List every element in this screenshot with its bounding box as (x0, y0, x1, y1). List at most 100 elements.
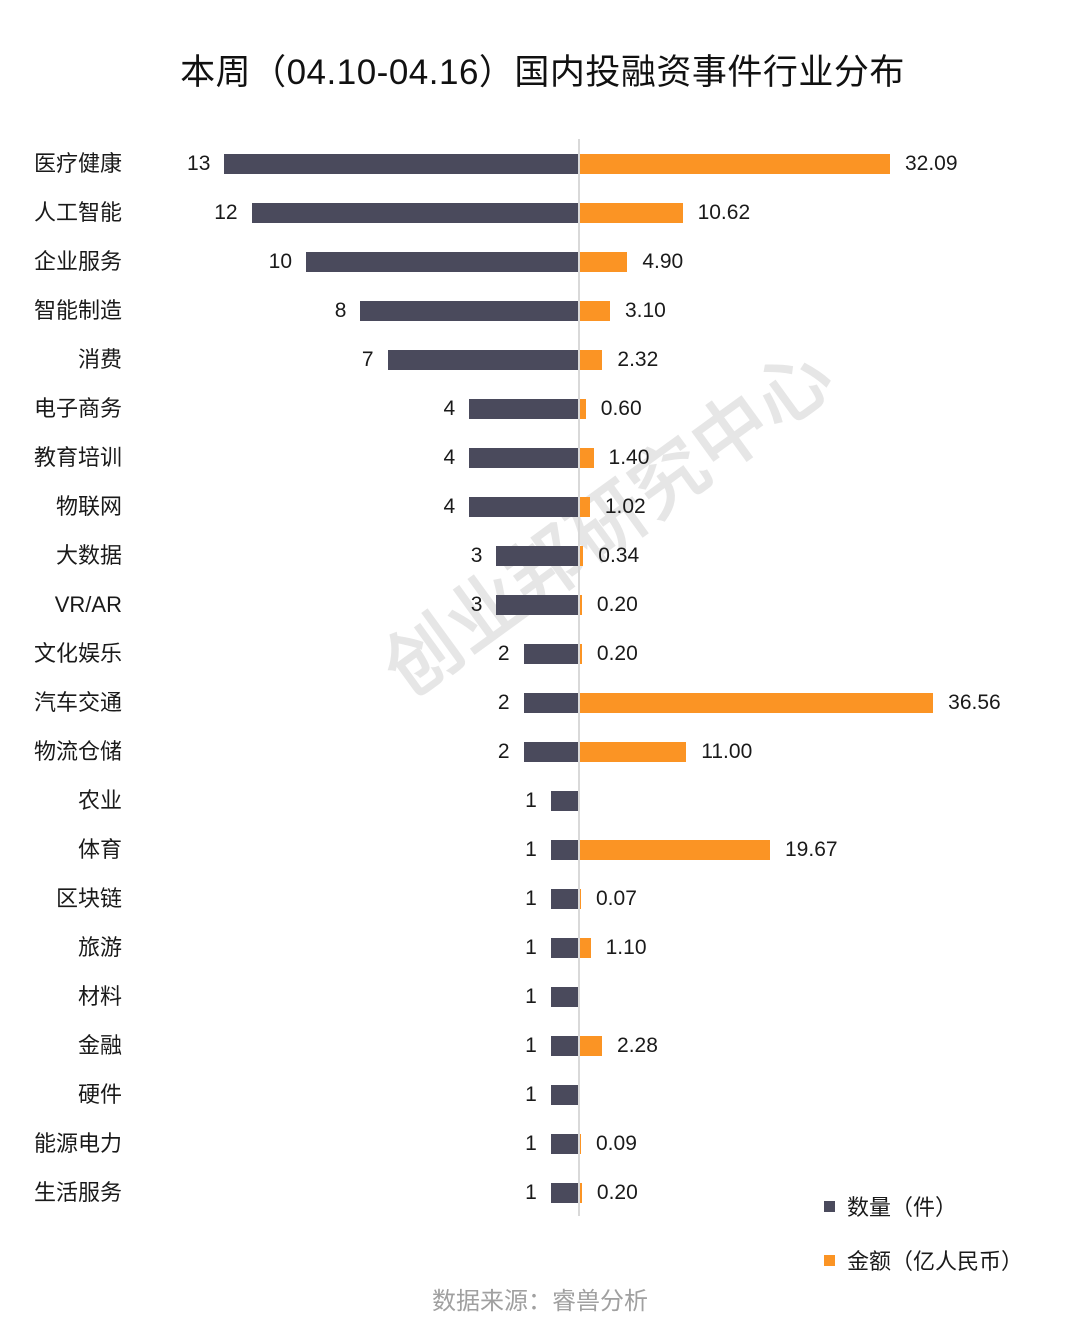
chart-row: 物联网 4 1.02 (0, 494, 1080, 519)
amount-bar (580, 693, 934, 713)
count-bar (224, 154, 578, 174)
amount-value-label: 2.28 (617, 1034, 658, 1057)
category-label: 生活服务 (33, 1180, 122, 1205)
amount-bar (580, 1036, 603, 1056)
count-bar (550, 1085, 578, 1105)
amount-value-label: 1.10 (605, 936, 647, 959)
count-value-label: 2 (497, 740, 510, 763)
count-value-label: 4 (443, 446, 456, 469)
legend-swatch-amount (824, 1254, 835, 1266)
count-bar (523, 693, 578, 713)
amount-bar (580, 1134, 581, 1154)
amount-bar (580, 840, 770, 860)
chart-row: 消费 7 2.32 (0, 347, 1080, 372)
legend: 数量（件） 金额（亿人民币） (824, 1192, 1023, 1300)
category-label: 物流仓储 (33, 739, 122, 764)
category-label: 能源电力 (33, 1131, 122, 1156)
amount-value-label: 0.20 (596, 1181, 638, 1204)
amount-value-label: 32.09 (904, 152, 958, 175)
count-bar (550, 889, 578, 909)
category-label: 硬件 (77, 1082, 122, 1107)
count-bar (523, 742, 578, 762)
count-bar (550, 1183, 578, 1203)
amount-bar (580, 644, 582, 664)
amount-value-label: 0.09 (596, 1132, 637, 1155)
amount-value-label: 1.02 (604, 495, 646, 518)
legend-label-amount: 金额（亿人民币） (847, 1249, 1024, 1274)
amount-bar (580, 595, 582, 615)
count-value-label: 1 (525, 1083, 537, 1106)
center-axis-line (578, 139, 580, 1216)
count-bar (306, 252, 578, 272)
count-value-label: 4 (443, 397, 456, 420)
count-value-label: 2 (497, 691, 510, 714)
count-value-label: 8 (334, 299, 347, 322)
amount-value-label: 0.07 (596, 887, 637, 910)
chart-row: 农业 1 (0, 788, 1080, 813)
chart-row: 硬件 1 (0, 1082, 1080, 1107)
legend-swatch-count (824, 1200, 835, 1212)
count-value-label: 1 (525, 1034, 537, 1057)
count-bar (523, 644, 578, 664)
chart-row: 大数据 3 0.34 (0, 543, 1080, 568)
count-bar (550, 938, 578, 958)
amount-bar (580, 742, 687, 762)
amount-bar (580, 252, 628, 272)
amount-value-label: 0.20 (596, 642, 638, 665)
count-bar (550, 1134, 578, 1154)
count-bar (469, 399, 578, 419)
amount-value-label: 36.56 (948, 691, 1001, 714)
amount-value-label: 10.62 (697, 201, 751, 224)
amount-bar (580, 448, 594, 468)
count-bar (496, 546, 578, 566)
chart-title: 本周（04.10-04.16）国内投融资事件行业分布 (180, 53, 905, 92)
chart-row: 金融 1 2.28 (0, 1033, 1080, 1058)
amount-value-label: 19.67 (785, 838, 838, 861)
count-value-label: 1 (525, 1132, 537, 1155)
amount-value-label: 4.90 (642, 250, 684, 273)
count-value-label: 1 (525, 1181, 537, 1204)
count-value-label: 1 (525, 985, 537, 1008)
legend-item-count: 数量（件） (824, 1192, 1023, 1220)
category-label: VR/AR (54, 592, 122, 617)
amount-bar (580, 938, 591, 958)
amount-bar (580, 497, 590, 517)
legend-item-amount: 金额（亿人民币） (824, 1246, 1023, 1274)
category-label: 企业服务 (33, 249, 122, 274)
category-label: 区块链 (55, 886, 122, 911)
count-bar (550, 791, 578, 811)
count-bar (550, 987, 578, 1007)
category-label: 教育培训 (33, 445, 122, 470)
count-bar (469, 497, 578, 517)
category-label: 消费 (77, 347, 122, 372)
amount-bar (580, 546, 584, 566)
chart-row: 能源电力 1 0.09 (0, 1131, 1080, 1156)
count-value-label: 3 (470, 544, 483, 567)
amount-bar (580, 889, 581, 909)
count-bar (550, 1036, 578, 1056)
amount-bar (580, 399, 586, 419)
count-value-label: 2 (497, 642, 510, 665)
category-label: 旅游 (77, 935, 122, 960)
amount-bar (580, 1183, 582, 1203)
legend-label-count: 数量（件） (847, 1195, 958, 1220)
category-label: 大数据 (55, 543, 122, 568)
chart-row: 文化娱乐 2 0.20 (0, 641, 1080, 666)
chart-row: 企业服务 10 4.90 (0, 249, 1080, 274)
amount-value-label: 2.32 (617, 348, 659, 371)
amount-bar (580, 203, 683, 223)
count-value-label: 12 (214, 201, 238, 224)
chart-row: 区块链 1 0.07 (0, 886, 1080, 911)
chart-row: 汽车交通 2 36.56 (0, 690, 1080, 715)
category-label: 汽车交通 (33, 690, 122, 715)
category-label: 体育 (77, 837, 122, 862)
chart-row: 教育培训 4 1.40 (0, 445, 1080, 470)
count-value-label: 1 (525, 936, 537, 959)
chart-row: 旅游 1 1.10 (0, 935, 1080, 960)
count-value-label: 1 (525, 838, 537, 861)
category-label: 电子商务 (33, 396, 122, 421)
count-value-label: 13 (187, 152, 211, 175)
chart-row: 生活服务 1 0.20 (0, 1180, 1080, 1205)
amount-value-label: 3.10 (624, 299, 666, 322)
